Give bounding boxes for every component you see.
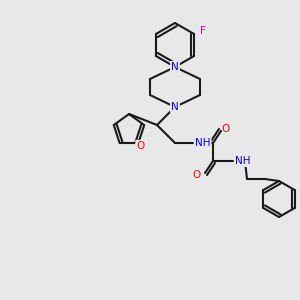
Text: N: N [171, 62, 179, 72]
Text: O: O [136, 141, 145, 151]
Text: O: O [193, 170, 201, 180]
Text: N: N [171, 102, 179, 112]
Text: NH: NH [235, 156, 250, 166]
Text: F: F [200, 26, 206, 36]
Text: O: O [221, 124, 229, 134]
Text: NH: NH [195, 138, 211, 148]
